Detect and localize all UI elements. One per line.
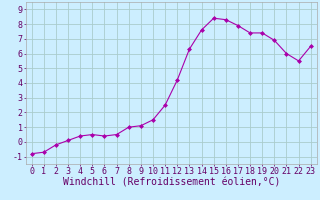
X-axis label: Windchill (Refroidissement éolien,°C): Windchill (Refroidissement éolien,°C) — [62, 177, 280, 187]
